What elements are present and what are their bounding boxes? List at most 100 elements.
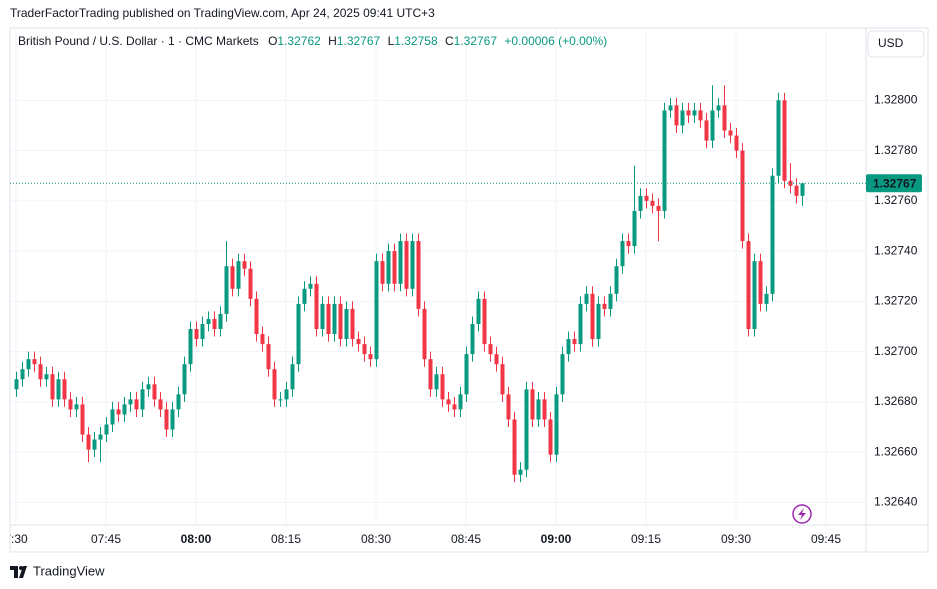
candle-body	[278, 399, 283, 401]
candle-body	[308, 283, 313, 289]
candle-body	[458, 394, 463, 410]
currency[interactable]: USD	[878, 36, 904, 50]
candle-body	[548, 419, 553, 455]
y-tick-label: 1.32800	[874, 93, 918, 107]
candle-body	[692, 110, 697, 116]
candle-body	[602, 303, 607, 309]
candle-body	[338, 303, 343, 340]
candle-body	[698, 110, 703, 121]
candle-body	[332, 303, 337, 335]
y-tick-label: 1.32760	[874, 193, 918, 207]
candle-body	[770, 175, 775, 294]
currency-button[interactable]	[867, 30, 925, 58]
candle-body	[206, 318, 211, 324]
candle-body	[368, 354, 373, 360]
candle-body	[536, 399, 541, 420]
y-tick-label: 1.32680	[874, 394, 918, 408]
x-tick-label: 08:00	[181, 532, 212, 546]
candle-body	[374, 261, 379, 360]
x-tick-label: 09:15	[631, 532, 661, 546]
candle-body	[464, 354, 469, 395]
candle-body	[758, 261, 763, 304]
candle-body	[296, 303, 301, 365]
symbol: British Pound / U.S. Dollar · 1 · CMC Ma…	[18, 34, 259, 48]
x-tick-label: 09:30	[721, 532, 751, 546]
candle-body	[56, 379, 61, 400]
candle-body	[314, 283, 319, 330]
ohlc-key: O	[268, 34, 277, 48]
candle-body	[242, 261, 247, 269]
lightning-icon[interactable]	[792, 504, 812, 524]
candle-body	[212, 318, 217, 330]
candle-body	[560, 354, 565, 395]
candle-body	[68, 399, 73, 410]
candle-body	[98, 434, 103, 440]
candle-body	[584, 293, 589, 304]
candle-body	[248, 268, 253, 299]
y-tick-label: 1.32640	[874, 495, 918, 509]
candle-body	[362, 344, 367, 355]
candle-body	[752, 261, 757, 330]
y-tick-label: 1.32720	[874, 294, 918, 308]
candle-body	[86, 434, 91, 450]
candle-body	[590, 293, 595, 340]
candle-body	[26, 359, 31, 370]
candle-body	[794, 185, 799, 196]
publisher-line: TraderFactorTrading published on Trading…	[10, 6, 435, 20]
y-tick-label: 1.32700	[874, 344, 918, 358]
candle-body	[650, 200, 655, 206]
candle-body	[152, 384, 157, 400]
candle-body	[416, 241, 421, 309]
price-axis: 1.32640 1.32660 1.32680 1.32700 1.32720 1.327…	[874, 93, 918, 509]
candle-body	[716, 105, 721, 111]
candle-body	[734, 135, 739, 151]
candle-body	[266, 344, 271, 370]
x-tick-label: 7:30	[4, 532, 28, 546]
candle-body	[14, 379, 19, 390]
candle-body	[290, 364, 295, 390]
candle-body	[782, 100, 787, 181]
candle-body	[518, 469, 523, 475]
candle-body	[38, 364, 43, 380]
candle-body	[398, 241, 403, 284]
candle-body	[62, 379, 67, 400]
candle-body	[140, 389, 145, 410]
candle-body	[638, 195, 643, 211]
candle-body	[224, 266, 229, 314]
candle-body	[356, 339, 361, 345]
candle-body	[380, 261, 385, 284]
candle-body	[92, 439, 97, 450]
candle-body	[344, 308, 349, 340]
candle-body	[386, 251, 391, 284]
candle-body	[80, 404, 85, 435]
y-tick-label: 1.32740	[874, 243, 918, 257]
ohlc-value: 1.32758	[394, 34, 438, 48]
candle-body	[440, 374, 445, 400]
x-tick-label: 08:15	[271, 532, 301, 546]
ohlc-value: 1.32767	[337, 34, 381, 48]
grid	[10, 29, 866, 525]
candle-body	[158, 399, 163, 410]
ohlc-key: C	[445, 34, 454, 48]
candle-body	[668, 105, 673, 111]
candle-body	[512, 419, 517, 475]
candle-body	[476, 298, 481, 324]
candles	[14, 85, 805, 483]
candle-body	[596, 303, 601, 340]
candle-body	[566, 339, 571, 355]
ohlc-value: 1.32762	[277, 34, 321, 48]
candle-body	[254, 298, 259, 335]
ohlc-key: H	[328, 34, 337, 48]
candle-body	[350, 308, 355, 340]
brand: TradingView	[33, 563, 105, 578]
candle-body	[572, 339, 577, 345]
candle-body	[500, 364, 505, 395]
x-tick-label: 09:45	[811, 532, 841, 546]
candle-body	[392, 251, 397, 284]
candle-body	[146, 384, 151, 390]
candle-body	[122, 404, 127, 415]
candle-body	[680, 110, 685, 126]
candle-body	[128, 399, 133, 405]
candle-body	[506, 394, 511, 420]
